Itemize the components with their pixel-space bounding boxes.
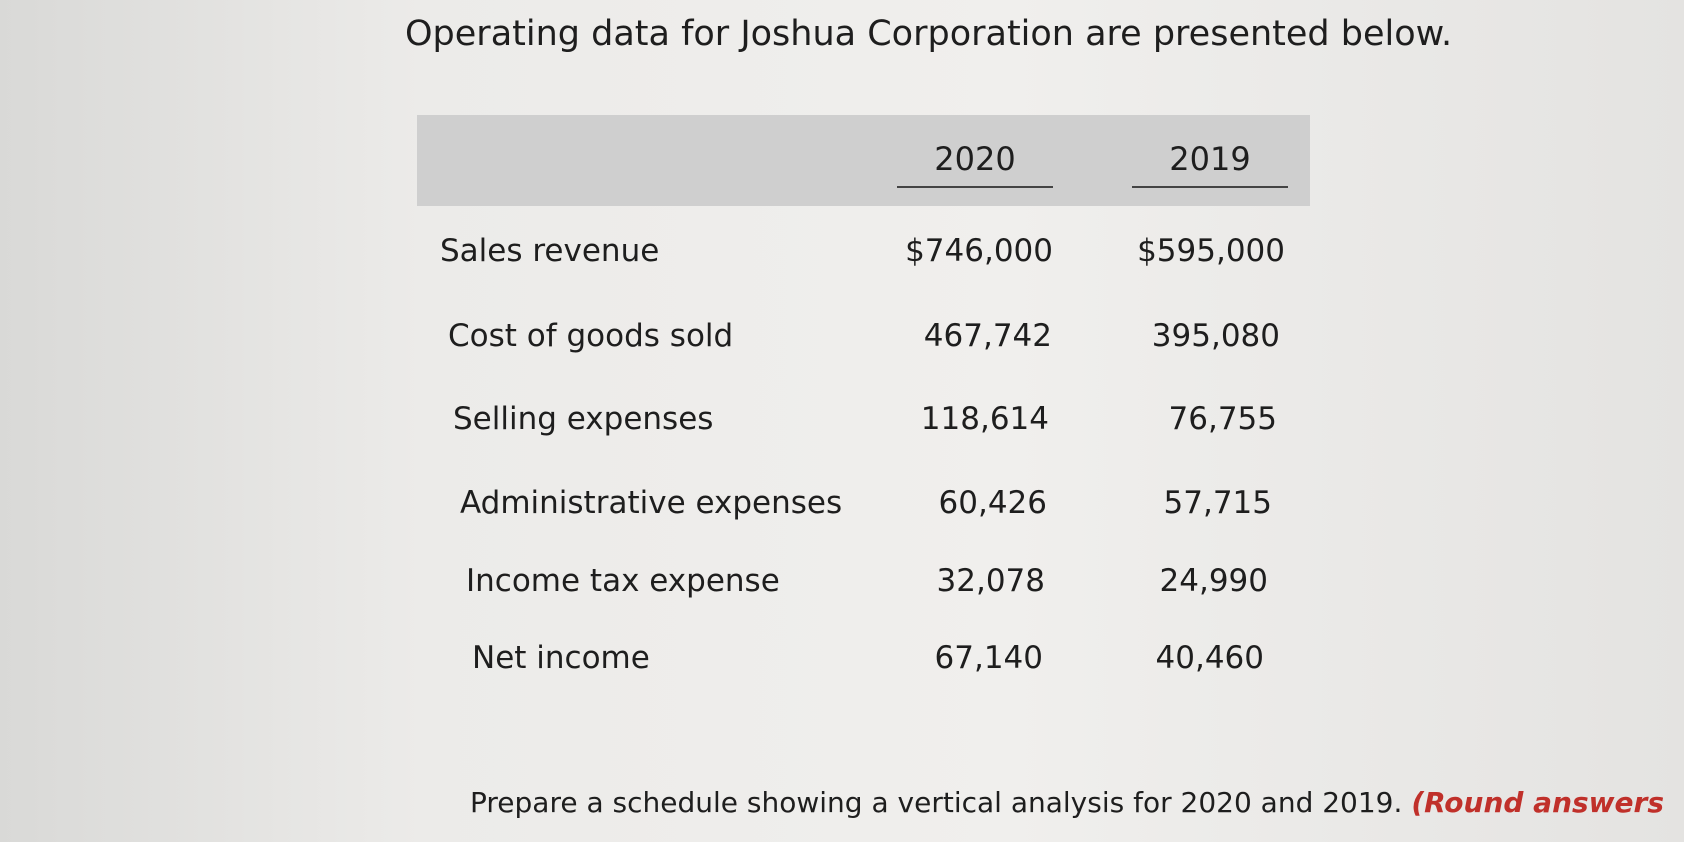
column-header: 2019 [1169,140,1251,178]
table-header-band [417,115,1310,206]
column-header: 2020 [934,140,1016,178]
value-cell: 60,426 [938,485,1047,521]
row-label: Sales revenue [440,233,660,269]
row-label: Selling expenses [453,401,714,437]
row-label: Cost of goods sold [448,318,734,354]
intro-text: Operating data for Joshua Corporation ar… [405,14,1453,54]
header-underline [1132,186,1288,188]
row-label: Income tax expense [466,563,780,599]
value-cell: 467,742 [923,318,1052,354]
value-cell: 118,614 [920,401,1049,437]
value-cell: 57,715 [1163,485,1272,521]
value-cell: 67,140 [934,640,1043,676]
row-label: Net income [472,640,650,676]
value-cell: 40,460 [1155,640,1264,676]
value-cell: 395,080 [1151,318,1280,354]
value-cell: 24,990 [1159,563,1268,599]
value-cell: $595,000 [1137,233,1285,269]
header-underline [897,186,1053,188]
row-label: Administrative expenses [460,485,843,521]
instruction: Prepare a schedule showing a vertical an… [470,786,1664,819]
value-cell: $746,000 [905,233,1053,269]
instruction-text: Prepare a schedule showing a vertical an… [470,786,1403,819]
instruction-note: (Round answers [1411,786,1664,819]
value-cell: 32,078 [936,563,1045,599]
value-cell: 76,755 [1168,401,1277,437]
